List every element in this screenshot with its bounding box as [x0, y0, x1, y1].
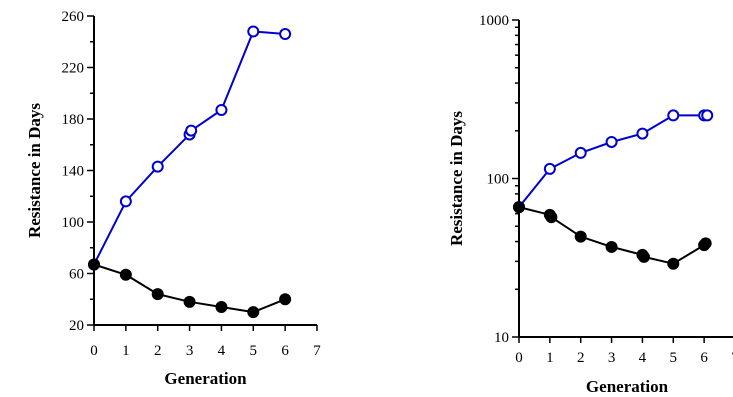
- data-point-open: [151, 160, 164, 173]
- data-point-filled: [183, 295, 196, 308]
- x-tick-label: 3: [608, 350, 616, 366]
- x-tick-label: 3: [186, 343, 194, 359]
- x-tick-label: 5: [250, 343, 258, 359]
- data-point-open: [667, 109, 680, 122]
- data-point-open: [247, 25, 260, 38]
- data-point-open: [543, 162, 556, 175]
- data-point-filled: [574, 230, 587, 243]
- x-tick-label: 6: [700, 350, 708, 366]
- y-axis-title: Resistance in Days: [447, 111, 466, 246]
- x-tick-label: 4: [218, 343, 226, 359]
- y-tick-label: 1000: [479, 13, 509, 29]
- data-point-open: [185, 124, 198, 137]
- y-tick-label: 220: [62, 61, 85, 77]
- data-point-open: [279, 28, 292, 41]
- data-point-filled: [215, 300, 228, 313]
- data-point-filled: [247, 306, 260, 319]
- data-point-filled: [513, 201, 525, 214]
- y-tick-label: 180: [62, 112, 85, 128]
- data-point-filled: [151, 288, 164, 301]
- series-line-1: [518, 114, 709, 209]
- data-point-open: [215, 103, 228, 116]
- x-tick-label: 6: [281, 343, 289, 359]
- y-axis-title: Resistance in Days: [25, 103, 44, 238]
- y-tick-label: 100: [62, 215, 85, 231]
- x-tick-label: 5: [670, 350, 678, 366]
- data-point-filled: [119, 268, 132, 281]
- x-tick-label: 0: [90, 343, 98, 359]
- x-axis-title: Generation: [586, 377, 669, 396]
- data-point-open: [636, 127, 649, 140]
- data-point-filled: [545, 211, 558, 224]
- data-point-filled: [667, 257, 680, 270]
- chart-panel-1: 0 1 2 3 4 5 6 7 20 60 100 140 180 220 260 Generation Res…: [25, 9, 321, 388]
- x-tick-label: 2: [154, 343, 162, 359]
- y-tick-label: 20: [69, 318, 84, 334]
- y-tick-label: 10: [494, 330, 509, 346]
- x-tick-label: 2: [577, 350, 585, 366]
- x-tick-label: 0: [515, 350, 523, 366]
- x-axis-title: Generation: [164, 369, 247, 388]
- series-line-1: [93, 30, 287, 266]
- data-point-filled: [88, 258, 100, 271]
- data-point-open: [605, 135, 618, 148]
- y-tick-label: 60: [69, 267, 84, 283]
- x-tick-label: 4: [639, 350, 647, 366]
- data-point-filled: [279, 293, 292, 306]
- y-tick-label: 140: [62, 164, 85, 180]
- data-point-filled: [699, 237, 712, 250]
- chart-panel-2: 0 1 2 3 4 5 6 7 10 100 1000 Generation Resistance in…: [447, 13, 733, 396]
- data-point-open: [119, 195, 132, 208]
- data-point-filled: [605, 240, 618, 253]
- y-tick-label: 260: [62, 9, 85, 25]
- x-tick-label: 1: [546, 350, 554, 366]
- data-point-filled: [637, 250, 650, 263]
- y-tick-label: 100: [487, 172, 510, 188]
- x-tick-label: 1: [122, 343, 130, 359]
- x-tick-label: 7: [313, 343, 321, 359]
- x-tick-label: 7: [731, 350, 733, 366]
- data-point-open: [701, 109, 714, 122]
- data-point-open: [574, 146, 587, 159]
